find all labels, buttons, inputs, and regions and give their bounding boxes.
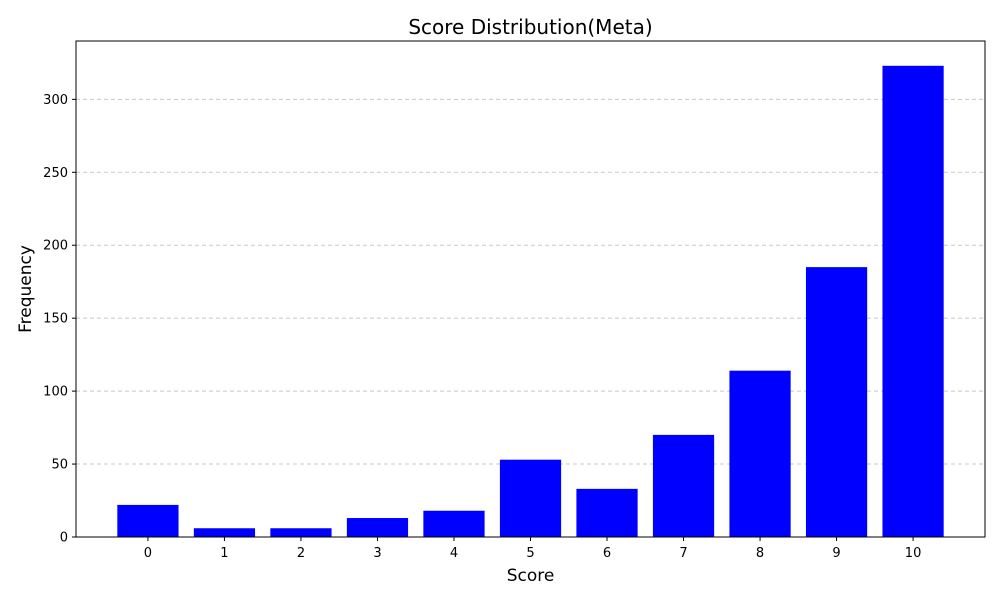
bars: [117, 65, 944, 538]
x-tick-label-4: 4: [450, 546, 458, 561]
bar-6: [576, 488, 638, 537]
bar-7: [652, 434, 715, 537]
x-tick-label-5: 5: [526, 546, 534, 561]
y-tick-label-300: 300: [43, 93, 68, 108]
bar-10: [882, 65, 944, 538]
y-axis-ticks: 0 50 100 150 200 250 300: [43, 93, 76, 546]
bar-2: [270, 528, 332, 537]
y-tick-label-100: 100: [43, 385, 68, 400]
bar-5: [499, 459, 562, 537]
y-tick-label-150: 150: [43, 312, 68, 327]
x-tick-label-9: 9: [832, 546, 840, 561]
y-tick-label-50: 50: [51, 458, 68, 473]
y-tick-label-250: 250: [43, 166, 68, 181]
x-tick-label-6: 6: [603, 546, 611, 561]
x-tick-label-7: 7: [679, 546, 687, 561]
bar-0: [117, 504, 179, 537]
bar-8: [729, 370, 791, 537]
y-tick-label-0: 0: [60, 531, 68, 546]
y-tick-label-200: 200: [43, 239, 68, 254]
x-tick-label-1: 1: [220, 546, 228, 561]
bar-1: [193, 528, 256, 537]
x-tick-label-0: 0: [144, 546, 152, 561]
x-tick-label-2: 2: [297, 546, 305, 561]
x-axis-ticks: 0 1 2 3 4 5 6 7 8 9 10: [144, 537, 922, 561]
bar-9: [805, 267, 868, 537]
chart-title: Score Distribution(Meta): [408, 15, 652, 39]
bar-3: [346, 518, 409, 537]
x-axis-label: Score: [507, 566, 555, 586]
x-tick-label-3: 3: [373, 546, 381, 561]
x-tick-label-8: 8: [756, 546, 764, 561]
y-axis-label: Frequency: [16, 245, 36, 333]
x-tick-label-10: 10: [905, 546, 922, 561]
bar-4: [423, 510, 485, 537]
